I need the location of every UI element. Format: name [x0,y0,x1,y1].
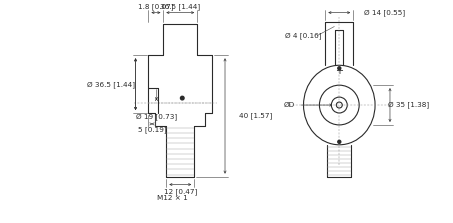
Text: Ø 19 [0.73]: Ø 19 [0.73] [136,114,177,120]
Circle shape [338,67,341,70]
Text: 5 [0.19]: 5 [0.19] [138,126,166,133]
Text: Ø 36.5 [1.44]: Ø 36.5 [1.44] [87,81,135,88]
Text: Ø 35 [1.38]: Ø 35 [1.38] [388,102,429,108]
Text: Ø 14 [0.55]: Ø 14 [0.55] [365,9,405,16]
Circle shape [180,96,184,100]
Text: 36.5 [1.44]: 36.5 [1.44] [160,3,200,10]
Text: ØD: ØD [284,102,295,108]
Circle shape [338,140,341,143]
Text: Ø 4 [0.16]: Ø 4 [0.16] [285,32,322,39]
Text: 12 [0.47]: 12 [0.47] [164,188,197,195]
Text: 1.8 [0.07]: 1.8 [0.07] [138,3,173,10]
Text: 40 [1.57]: 40 [1.57] [239,113,272,119]
Text: +: + [335,66,343,76]
Text: M12 × 1: M12 × 1 [157,195,188,201]
